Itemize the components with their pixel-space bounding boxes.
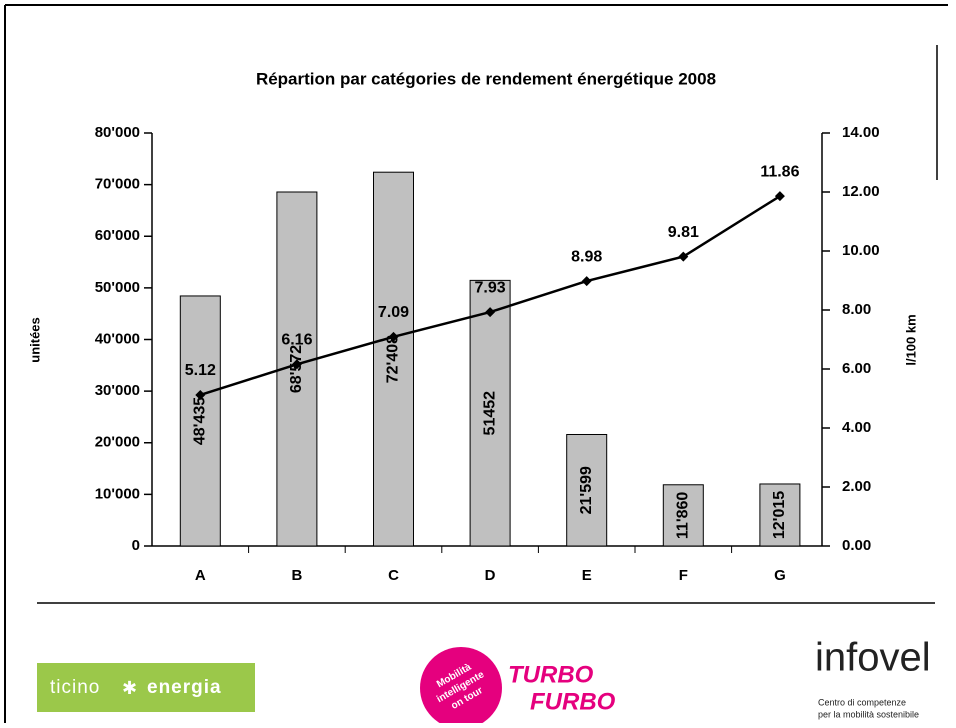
line-value-label: 9.81 <box>668 224 699 241</box>
y-tick-label: 30'000 <box>95 382 140 399</box>
line-value-label: 5.12 <box>185 362 216 379</box>
x-tick-label: E <box>582 567 592 584</box>
line-value-label: 6.16 <box>281 331 312 348</box>
bar-value-label: 21'599 <box>578 466 595 514</box>
y2-tick-label: 14.00 <box>842 124 880 141</box>
bar-value-label: 51452 <box>481 391 498 436</box>
line-marker <box>485 307 496 318</box>
infovel-tagline: Centro di competenze <box>818 697 906 707</box>
turbo-word: TURBO <box>508 661 594 688</box>
bar <box>469 279 511 547</box>
line-marker <box>388 331 399 342</box>
infovel-tagline: per la mobilità sostenibile <box>818 709 919 719</box>
bar <box>566 433 608 547</box>
ticino-star: ✱ <box>122 678 137 698</box>
bar <box>662 484 704 547</box>
y-tick-label: 70'000 <box>95 176 140 193</box>
y2-tick-label: 2.00 <box>842 478 871 495</box>
y2-axis-label: l/100 km <box>903 314 918 365</box>
bar-value-label: 72'408 <box>385 335 402 383</box>
line-marker <box>195 389 206 400</box>
y-tick-label: 60'000 <box>95 227 140 244</box>
bar-value-label: 11'860 <box>675 492 692 540</box>
bar <box>179 295 221 547</box>
line-value-label: 7.09 <box>378 304 409 321</box>
line-marker <box>581 276 592 287</box>
y-tick-label: 0 <box>132 537 140 554</box>
bar-value-label: 48'435 <box>192 397 209 445</box>
bar-value-label: 12'015 <box>771 491 788 539</box>
furbo-word: FURBO <box>530 688 616 715</box>
line-marker <box>774 191 785 202</box>
y-tick-label: 20'000 <box>95 434 140 451</box>
chart-title: Répartion par catégories de rendement én… <box>256 69 716 88</box>
x-tick-label: B <box>291 567 302 584</box>
ticino-energia: energia <box>147 677 222 698</box>
y-tick-label: 40'000 <box>95 330 140 347</box>
y2-tick-label: 4.00 <box>842 419 871 436</box>
y-axis-label: unitées <box>27 317 42 363</box>
line-value-label: 8.98 <box>571 248 602 265</box>
y-tick-label: 80'000 <box>95 124 140 141</box>
bar <box>373 171 414 547</box>
y-tick-label: 50'000 <box>95 279 140 296</box>
infovel-name: infovel <box>815 636 931 680</box>
line-marker <box>678 251 689 262</box>
x-tick-label: C <box>388 567 399 584</box>
y2-tick-label: 8.00 <box>842 301 871 318</box>
bar <box>759 483 801 547</box>
ticino-logo <box>37 663 255 712</box>
y2-tick-label: 6.00 <box>842 360 871 377</box>
line-marker <box>291 359 302 370</box>
line-value-label: 11.86 <box>760 163 799 180</box>
y2-tick-label: 12.00 <box>842 183 880 200</box>
x-tick-label: D <box>485 567 496 584</box>
y2-tick-label: 0.00 <box>842 537 871 554</box>
y-tick-label: 10'000 <box>95 485 140 502</box>
x-tick-label: A <box>195 567 206 584</box>
y2-tick-label: 10.00 <box>842 242 880 259</box>
mobilita-badge <box>420 647 502 728</box>
ticino-word: ticino <box>50 677 100 698</box>
x-tick-label: G <box>774 567 786 584</box>
line-value-label: 7.93 <box>475 279 506 296</box>
x-tick-label: F <box>679 567 688 584</box>
